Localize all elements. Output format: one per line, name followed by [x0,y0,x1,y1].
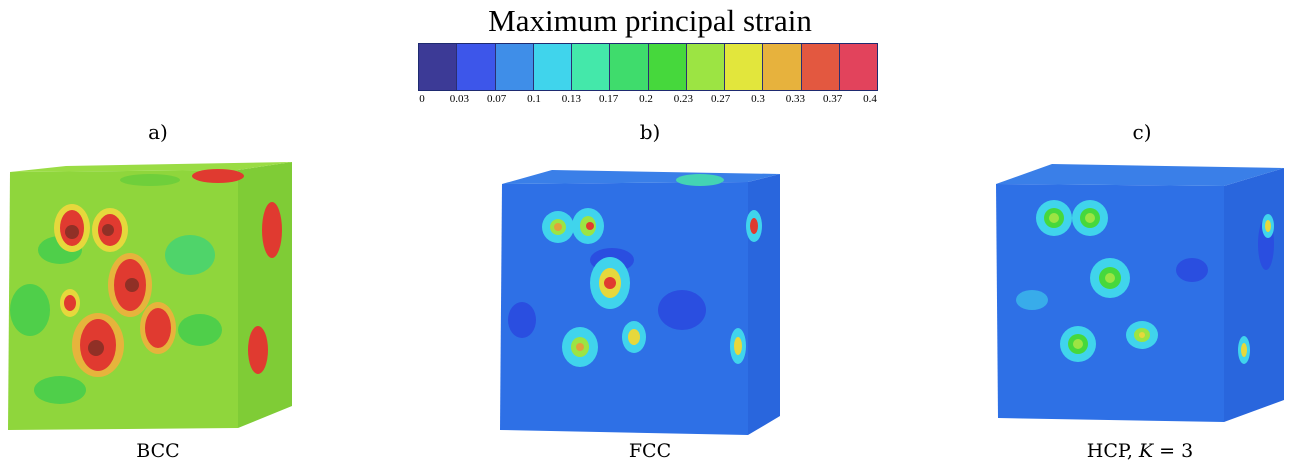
colorbar-swatch [495,44,534,90]
colorbar-swatch [801,44,840,90]
colorbar-tick-label: 0.03 [449,93,469,105]
colorbar-swatch [839,44,877,90]
panel-b-caption: FCC [628,440,672,462]
colorbar-swatch [610,44,649,90]
colorbar-swatch [725,44,764,90]
colorbar-swatch [533,44,572,90]
hcp-strain-cube [996,164,1284,422]
panel-a-caption: BCC [136,440,180,462]
fcc-strain-cube [500,170,780,435]
colorbar-tick-label: 0.27 [711,93,731,105]
panel-b-label: b) [639,120,661,144]
colorbar-tick-label: 0.13 [561,93,581,105]
colorbar-swatch [457,44,496,90]
colorbar-swatch [648,44,687,90]
panel-c-label: c) [1132,120,1152,144]
colorbar-swatch [572,44,611,90]
colorbar-swatch [686,44,725,90]
colorbar-tick-label: 0.3 [751,93,765,105]
colorbar-tick-label: 0.17 [599,93,619,105]
panel-a-label: a) [148,120,168,144]
colorbar-tick-label: 0.07 [487,93,507,105]
panel-c-caption-text: HCP, [1086,440,1139,462]
colorbar-tick-label: 0 [419,93,425,105]
panel-c-caption-tail: = 3 [1153,440,1194,462]
legend-title: Maximum principal strain [488,3,812,38]
colorbar-tick-label: 0.33 [785,93,805,105]
bcc-strain-cube [8,162,292,430]
colorbar-swatch [419,44,458,90]
colorbar-tick-label: 0.4 [863,93,877,105]
panel-c-caption-math: K [1138,440,1154,462]
colorbar-swatch [763,44,802,90]
colorbar-tick-label: 0.2 [639,93,653,105]
colorbar-tick-label: 0.1 [527,93,541,105]
colorbar [418,43,878,91]
panel-c-caption: HCP, K = 3 [1087,440,1193,462]
colorbar-tick-label: 0.37 [823,93,843,105]
colorbar-ticks: 0 0.03 0.07 0.1 0.13 0.17 0.2 0.23 0.27 0.3 0.33 0.… [0,92,1289,108]
colorbar-tick-label: 0.23 [673,93,693,105]
